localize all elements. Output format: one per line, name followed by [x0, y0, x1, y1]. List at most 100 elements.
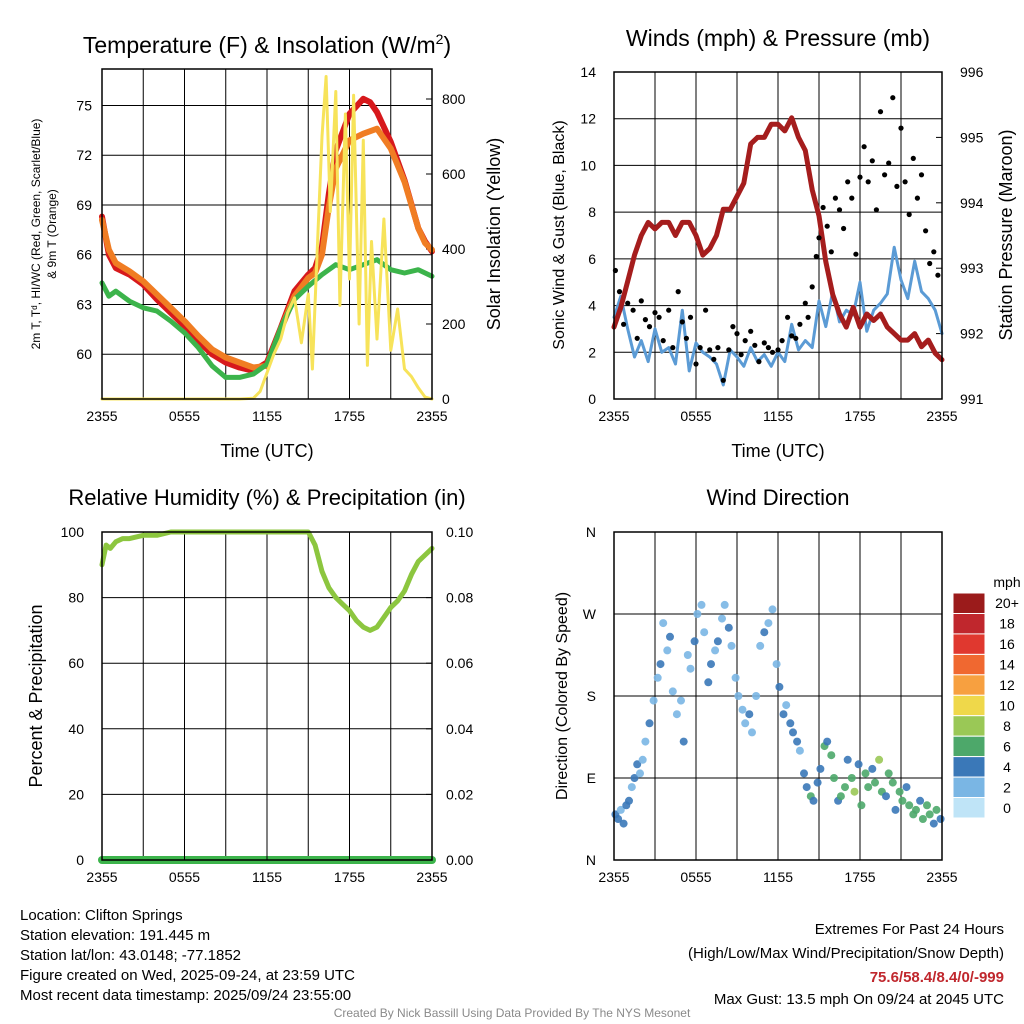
direction-point — [827, 751, 836, 760]
winds-x-label: Time (UTC) — [731, 441, 824, 461]
gust-point — [697, 345, 703, 351]
y-tick-label: 8 — [588, 204, 596, 220]
direction-point — [836, 792, 845, 801]
gust-point — [805, 314, 811, 320]
x-tick-label-2355: 2355 — [86, 408, 117, 424]
direction-point — [936, 815, 945, 823]
gust-point — [720, 377, 726, 383]
x-tick-label-0555: 0555 — [680, 869, 711, 885]
temperature-y-label: 2m T, Tᵈ, HI/WC (Red, Green, Scarlet/Blu… — [29, 119, 43, 350]
direction-point — [802, 783, 811, 792]
y-tick-label: 40 — [68, 721, 84, 737]
direction-point — [841, 783, 849, 792]
direction-point — [795, 746, 804, 755]
gust-point — [765, 345, 772, 351]
colorbar-swatch — [952, 756, 986, 778]
direction-point — [932, 805, 941, 814]
gust-point — [634, 335, 640, 341]
direction-point — [686, 664, 695, 673]
gust-point — [861, 144, 867, 150]
direction-y-label: Direction (Colored By Speed) — [554, 592, 571, 800]
direction-point — [895, 787, 904, 796]
y2-tick-label: 992 — [960, 326, 984, 342]
colorbar-swatch — [952, 613, 986, 635]
direction-point — [847, 774, 856, 782]
x-tick-label-1155: 1155 — [252, 869, 282, 885]
x-tick-label-2355: 2355 — [598, 408, 629, 424]
gust-point — [809, 284, 815, 290]
direction-point — [916, 796, 925, 805]
direction-point — [630, 774, 639, 782]
gust-point — [670, 345, 676, 351]
direction-point — [720, 600, 729, 609]
max-gust-text: Max Gust: 13.5 mph On 09/24 at 2045 UTC — [713, 991, 1004, 1008]
direction-point — [888, 778, 897, 787]
y2-tick-label: 0 — [442, 391, 450, 407]
gust-point — [886, 160, 892, 166]
colorbar-label: 10 — [999, 698, 1015, 714]
x-tick-label-2355: 2355 — [926, 869, 957, 885]
direction-point — [641, 737, 650, 746]
x-tick-label-1755: 1755 — [844, 408, 875, 424]
colorbar-label: 8 — [1003, 718, 1011, 734]
pressure-y2-label: Station Pressure (Maroon) — [996, 129, 1016, 340]
y2-tick-label: 600 — [442, 166, 466, 182]
direction-point — [850, 787, 859, 796]
direction-point — [704, 678, 713, 687]
direction-point — [627, 783, 636, 792]
gust-point — [813, 253, 819, 260]
direction-point — [875, 755, 884, 764]
gust-point — [646, 324, 653, 330]
direction-point — [625, 796, 633, 805]
y-tick-label: 2 — [588, 344, 596, 360]
direction-point — [912, 805, 920, 814]
colorbar-swatch — [952, 633, 986, 655]
direction-point — [677, 696, 685, 705]
direction-chart-title: Wind Direction — [706, 485, 849, 510]
direction-point — [697, 600, 706, 609]
y-tick-label: 60 — [76, 346, 92, 362]
y2-tick-label: 995 — [960, 129, 984, 145]
gust-point — [849, 195, 855, 201]
colorbar-swatch — [952, 797, 986, 819]
gust-point — [630, 307, 636, 313]
y2-tick-label: 994 — [960, 195, 984, 211]
solar-insolation-line — [100, 75, 434, 401]
direction-point — [918, 815, 927, 823]
direction-point — [616, 805, 625, 814]
gust-point — [738, 352, 744, 358]
extremes-subheading: (High/Low/Max Wind/Precipitation/Snow De… — [688, 945, 1004, 962]
gust-point — [841, 225, 847, 232]
colorbar-label: 20+ — [995, 595, 1019, 611]
gust-point — [836, 207, 843, 213]
gust-point — [857, 174, 863, 180]
credit-text: Created By Nick Bassill Using Data Provi… — [333, 1006, 691, 1020]
gust-point — [748, 328, 754, 334]
direction-point — [731, 673, 740, 682]
y-tick-label: 66 — [76, 247, 92, 263]
direction-point — [813, 778, 822, 787]
y2-tick-label: 400 — [442, 241, 466, 257]
y2-tick-label: 0.06 — [446, 655, 473, 671]
x-tick-label-2355: 2355 — [86, 869, 117, 885]
direction-point — [727, 641, 736, 650]
x-tick-label-0555: 0555 — [169, 869, 200, 885]
gust-point — [832, 195, 839, 201]
winds-y-label: Sonic Wind & Gust (Blue, Black) — [551, 120, 568, 349]
direction-point — [861, 769, 870, 778]
gust-point — [752, 342, 758, 348]
colorbar-label: 2 — [1003, 779, 1011, 795]
colorbar-swatch — [952, 592, 986, 614]
gust-point — [707, 347, 713, 353]
gust-point — [775, 347, 781, 353]
latlon-text: Station lat/lon: 43.0148; -77.1852 — [20, 947, 242, 964]
humidity-y-label: Percent & Precipitation — [26, 604, 46, 787]
gust-point — [914, 195, 921, 201]
y2-tick-label: 0.08 — [446, 590, 473, 606]
gust-point — [793, 335, 799, 341]
gust-point — [882, 172, 888, 178]
gust-point — [683, 335, 690, 341]
direction-point — [764, 619, 773, 628]
direction-point — [666, 632, 674, 641]
